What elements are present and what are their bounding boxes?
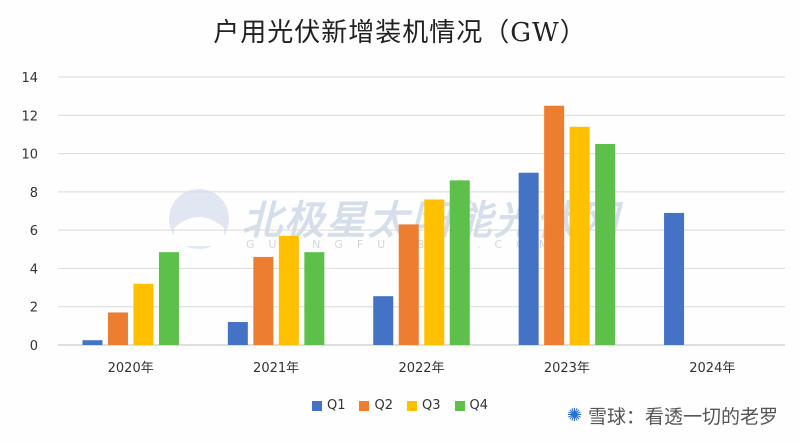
legend-entry-q4: Q4: [454, 398, 489, 413]
y-tick-label: 14: [21, 71, 38, 86]
x-tick-label: 2023年: [544, 361, 590, 376]
y-tick-label: 2: [30, 301, 38, 316]
legend-label: Q2: [374, 398, 393, 413]
bar-q1: [373, 296, 394, 345]
y-tick-label: 8: [30, 186, 38, 201]
gridlines: [58, 76, 785, 346]
snowball-logo-icon: ✺: [566, 405, 582, 426]
bar-q4: [158, 252, 179, 345]
bar-q4: [304, 252, 325, 345]
bar-q1: [664, 212, 685, 345]
x-tick-label: 2020年: [108, 361, 154, 376]
bar-q2: [398, 224, 419, 345]
legend-swatch: [407, 400, 417, 411]
bar-q3: [278, 235, 299, 345]
chart-title: 户用光伏新增装机情况（GW）: [213, 18, 587, 48]
y-tick-label: 0: [30, 339, 38, 354]
bar-q3: [424, 199, 445, 345]
legend: Q1 Q2 Q3 Q4: [0, 398, 800, 413]
y-tick-label: 6: [30, 224, 38, 239]
bar-q1: [518, 172, 539, 345]
x-tick-label: 2021年: [253, 361, 299, 376]
legend-swatch: [311, 400, 322, 411]
y-tick-labels: 0 2 4 6 8 10 12 14: [21, 71, 38, 354]
legend-entry-q1: Q1: [311, 398, 346, 413]
bar-q2: [253, 256, 274, 345]
bar-q2: [544, 105, 565, 345]
watermark-logo-icon: [166, 186, 232, 252]
legend-entry-q3: Q3: [407, 398, 441, 413]
bar-q3: [133, 283, 154, 345]
bar-q4: [449, 180, 470, 345]
bar-chart: 0 2 4 6 8 10 12 14 2020年 2021年 2022年 2023年 2024年: [21, 71, 785, 376]
legend-swatch: [454, 400, 465, 411]
credit: ✺ 雪球：看透一切的老罗: [567, 402, 778, 429]
bar-q1: [82, 340, 103, 345]
legend-label: Q1: [326, 398, 346, 413]
legend-swatch: [359, 400, 370, 411]
y-tick-label: 10: [21, 148, 38, 163]
x-tick-labels: 2020年 2021年 2022年 2023年 2024年: [108, 361, 736, 376]
bar-q1: [227, 322, 248, 345]
bar-q4: [595, 144, 616, 345]
x-tick-label: 2024年: [689, 361, 735, 376]
y-tick-label: 4: [30, 262, 38, 277]
bar-q2: [107, 312, 128, 345]
bars: [82, 105, 685, 346]
legend-entry-q2: Q2: [359, 398, 393, 413]
credit-text: 雪球：看透一切的老罗: [587, 406, 778, 428]
y-tick-label: 12: [21, 109, 38, 124]
bar-q3: [569, 126, 590, 346]
legend-label: Q3: [422, 398, 441, 413]
legend-label: Q4: [469, 398, 489, 413]
x-tick-label: 2022年: [398, 361, 444, 376]
